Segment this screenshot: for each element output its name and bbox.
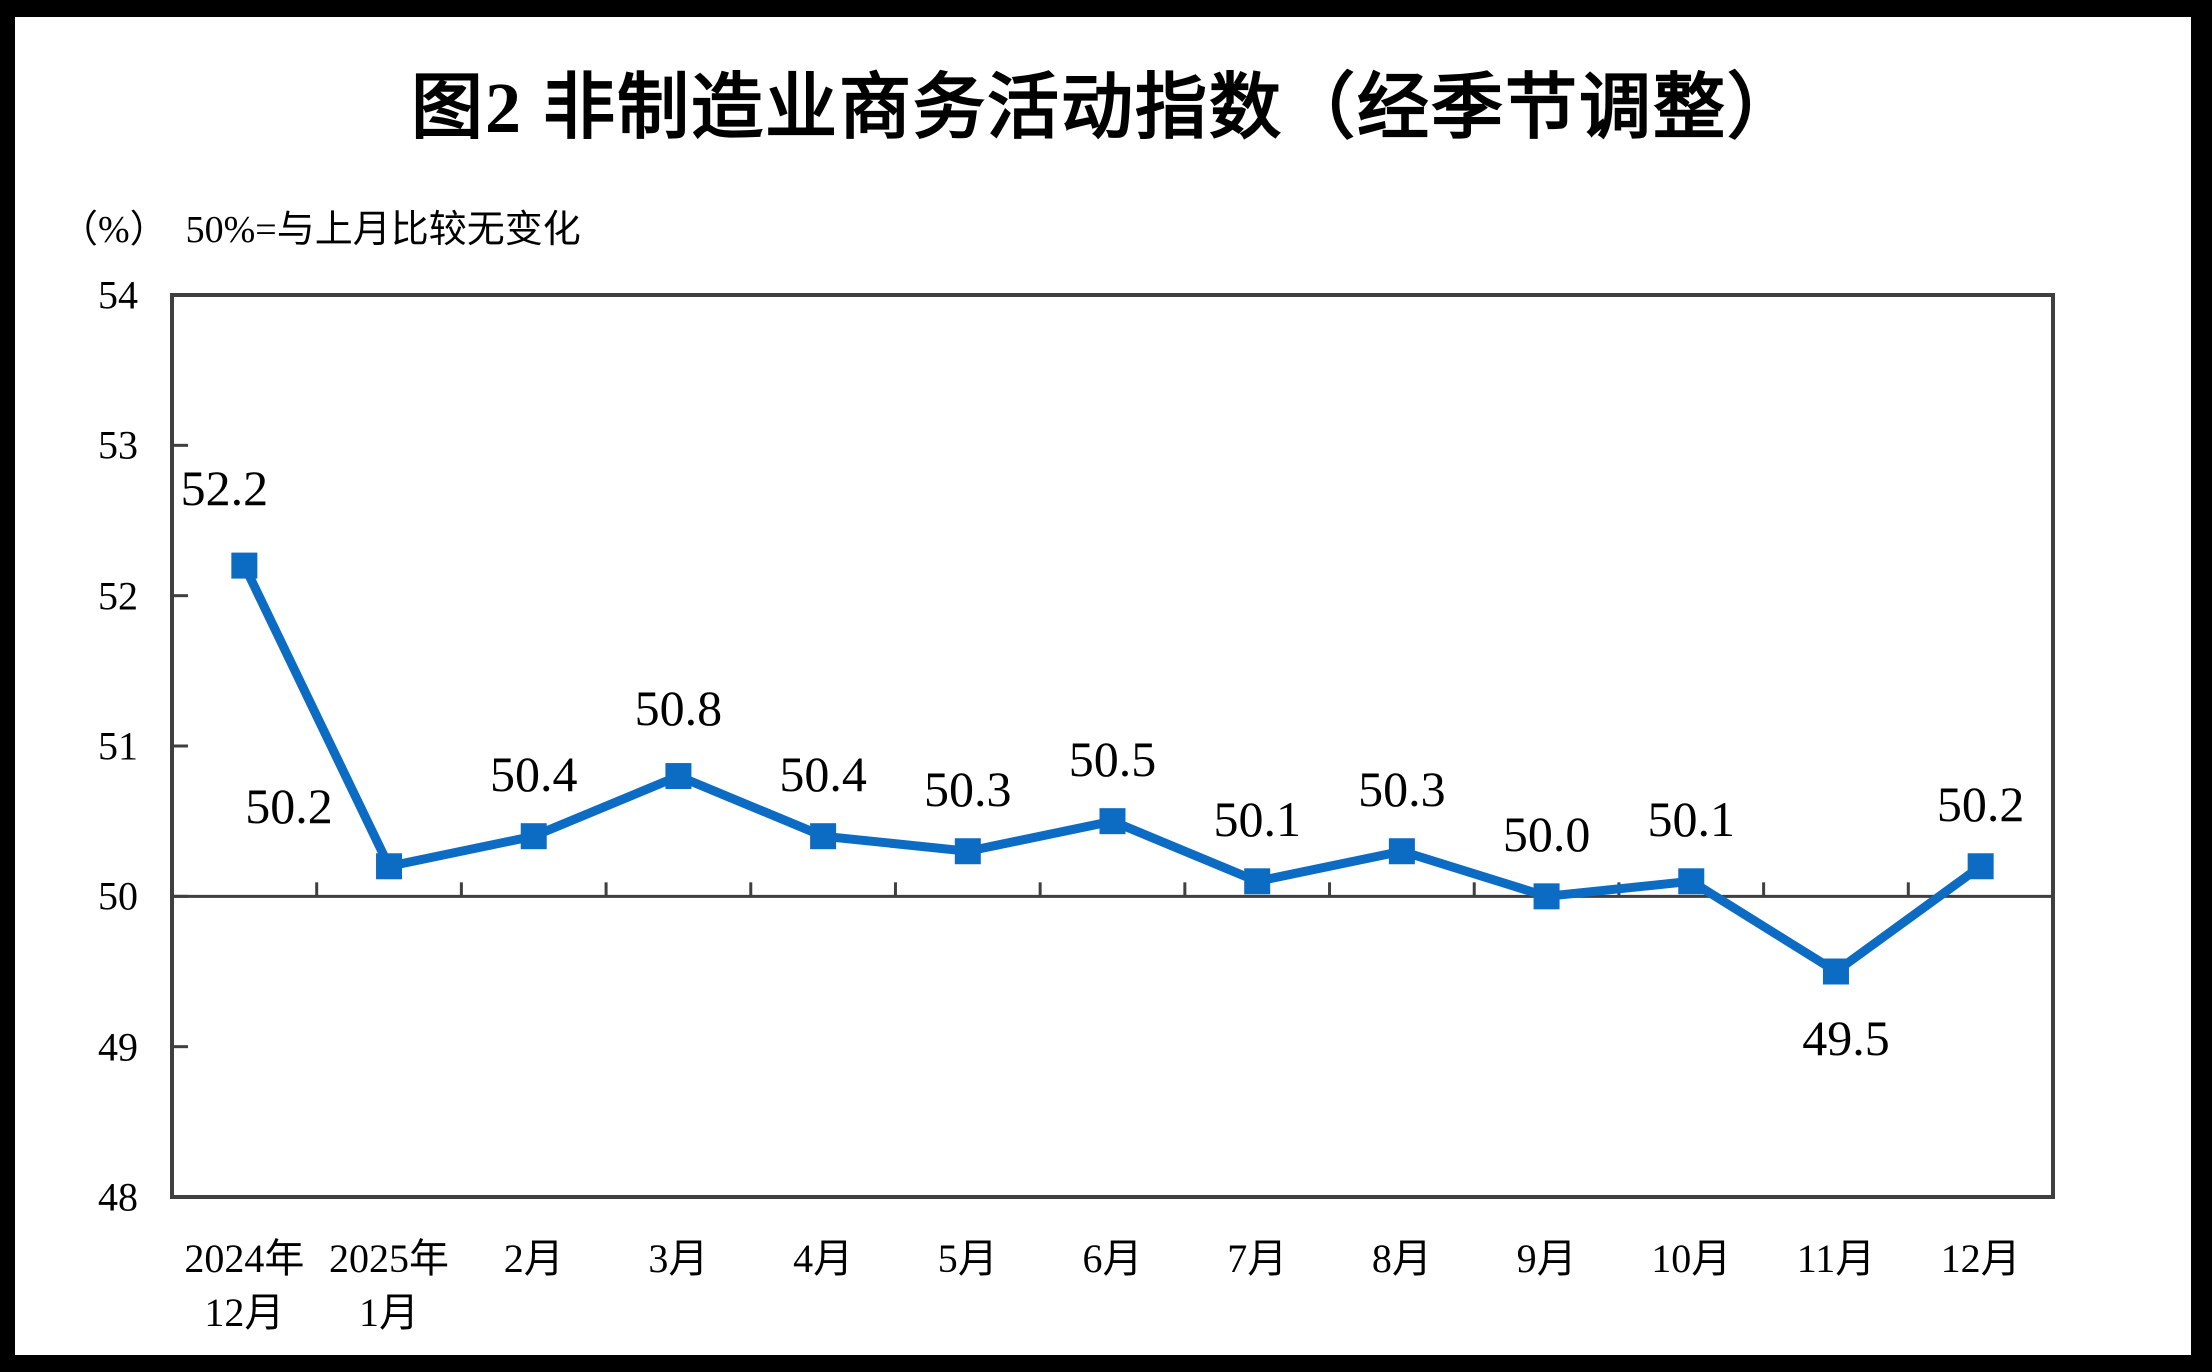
data-point-marker — [1533, 883, 1560, 910]
data-point-marker — [1822, 958, 1849, 985]
data-point-marker — [231, 552, 258, 579]
data-point-marker — [810, 823, 837, 850]
data-point-marker — [1099, 808, 1126, 835]
data-point-marker — [1967, 853, 1994, 880]
data-point-marker — [1244, 868, 1271, 895]
series-line — [240, 563, 1984, 977]
chart-subtitle-row: （%） 50%=与上月比较无变化 — [60, 198, 581, 253]
plot-border — [170, 293, 2055, 1199]
y-axis-unit-label: （%） — [60, 209, 168, 251]
data-point-marker — [1678, 868, 1705, 895]
data-point-marker — [376, 853, 403, 880]
data-point-marker — [954, 838, 981, 865]
data-point-marker — [1388, 838, 1415, 865]
chart-title: 图2 非制造业商务活动指数（经季节调整） — [410, 68, 1801, 148]
data-point-marker — [520, 823, 547, 850]
data-point-marker — [665, 763, 692, 790]
reference-note: 50%=与上月比较无变化 — [185, 209, 581, 251]
chart-background — [15, 17, 2191, 1355]
